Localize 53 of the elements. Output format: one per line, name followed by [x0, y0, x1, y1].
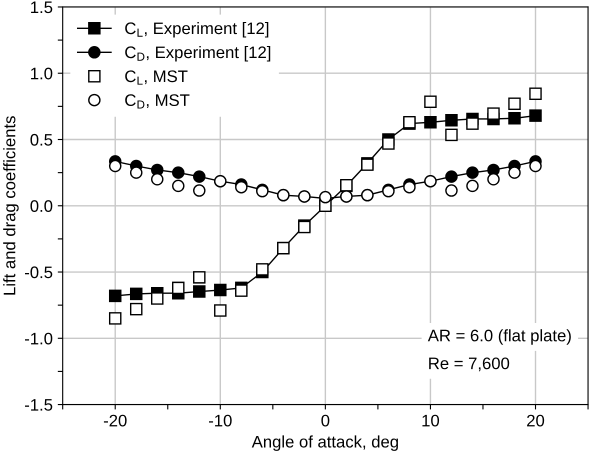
x-tick-label: 20 [527, 414, 544, 427]
legend-label: C$_{D}$, Experiment [12] [125, 46, 270, 62]
legend-label: C$_{D}$, MST [125, 94, 190, 109]
point [529, 160, 542, 172]
point [424, 116, 437, 129]
annotation: AR = 6.0 (flat plate) [428, 329, 571, 345]
point [445, 114, 458, 127]
point [108, 290, 122, 302]
point [256, 263, 269, 276]
legend-label: C$_{L}$, MST [125, 70, 188, 85]
x-tick-label: -10 [208, 414, 232, 427]
x-tick-label: 10 [422, 414, 440, 427]
point [424, 95, 437, 108]
point [466, 166, 479, 179]
y-tick-label: -0.5 [24, 266, 52, 278]
y-tick-label: -1.5 [24, 399, 52, 411]
point [529, 109, 542, 122]
point [130, 166, 142, 179]
point [172, 166, 185, 179]
point [403, 180, 416, 194]
point [130, 302, 142, 316]
point [108, 312, 122, 325]
point [235, 180, 248, 194]
point [235, 284, 248, 297]
x-tick-label: 0 [321, 414, 330, 427]
point [193, 285, 206, 298]
point [466, 117, 479, 130]
legend-label: C$_{L}$, Experiment [12] [125, 22, 268, 38]
y-tick-label: -1.0 [24, 332, 52, 344]
y-tick-label: 0.5 [30, 134, 52, 146]
x-tick-label: -20 [104, 414, 127, 427]
annotation: Re = 7,600 [429, 357, 510, 372]
point [193, 170, 206, 183]
point [445, 170, 458, 183]
point [445, 128, 458, 142]
y-tick-label: 1.0 [31, 68, 52, 80]
point [382, 137, 395, 150]
y-tick-label: 0.0 [30, 200, 52, 212]
x-axis-title: Angle of attack, deg [252, 435, 398, 451]
point [529, 88, 542, 100]
point [487, 107, 500, 120]
y-tick-label: 1.5 [31, 2, 52, 14]
point [172, 282, 185, 294]
point [508, 166, 521, 179]
point [130, 288, 142, 300]
point [151, 292, 164, 305]
point [214, 284, 227, 296]
point [214, 304, 227, 317]
point [508, 97, 521, 110]
point [193, 271, 206, 284]
y-axis-title: Lift and drag coefficients [3, 116, 19, 295]
point [108, 160, 122, 172]
point [508, 112, 521, 125]
